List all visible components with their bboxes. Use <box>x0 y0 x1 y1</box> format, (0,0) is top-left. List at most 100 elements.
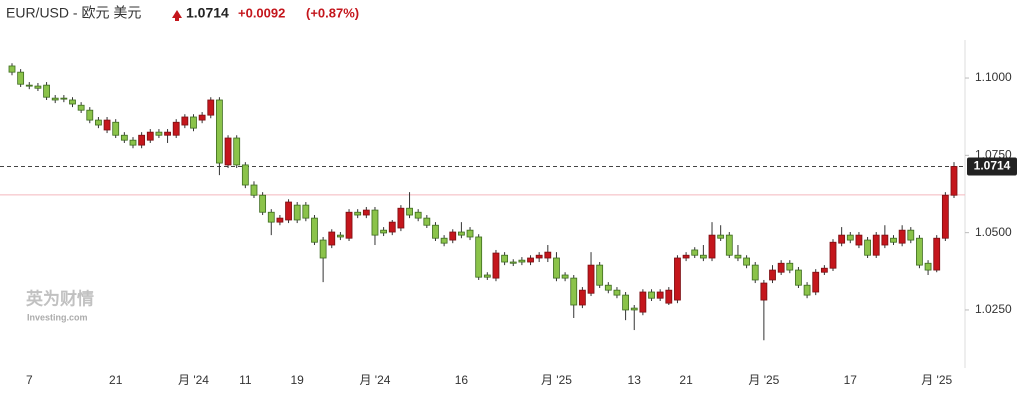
candle-body <box>769 269 776 281</box>
candle-body <box>743 257 750 266</box>
candle-body <box>51 97 59 101</box>
candle-body <box>501 254 509 263</box>
candle-body <box>691 249 699 256</box>
candle-body <box>241 164 249 186</box>
candle-body <box>457 231 465 236</box>
candle-body <box>570 277 578 306</box>
candle-body <box>380 229 388 234</box>
candle-body <box>907 229 915 241</box>
candle-body <box>34 85 42 89</box>
candle-body <box>95 119 102 126</box>
candle-body <box>43 84 50 98</box>
candle-body <box>267 211 275 223</box>
candle-body <box>648 291 655 299</box>
candle-body <box>682 254 690 259</box>
candle-body <box>397 207 405 229</box>
candle-body <box>285 201 292 221</box>
candle-body <box>112 121 120 136</box>
x-tick-label: 21 <box>109 373 123 387</box>
candle-body <box>224 137 232 166</box>
price-badge-label: 1.0714 <box>974 159 1011 173</box>
x-tick-label: 13 <box>628 373 642 387</box>
candle-body <box>509 261 517 264</box>
candle-body <box>639 291 647 313</box>
candle-body <box>483 274 491 278</box>
candle-body <box>466 229 474 238</box>
candle-body <box>829 241 837 269</box>
candle-body <box>146 131 154 141</box>
candle-body <box>812 271 820 293</box>
candle-body <box>950 166 958 196</box>
candle-body <box>674 257 681 301</box>
candle-body <box>587 264 595 294</box>
candle-body <box>77 104 85 111</box>
candle-body <box>86 109 94 121</box>
x-tick-label: 11 <box>239 373 252 387</box>
price-badge <box>967 157 1017 176</box>
x-tick-label: 21 <box>679 373 693 387</box>
candle-body <box>786 262 794 271</box>
price-change-percent: (+0.87%) <box>306 5 359 20</box>
candle-body <box>578 289 586 306</box>
x-tick-label: 7 <box>26 373 33 387</box>
candle-body <box>362 209 370 216</box>
candle-body <box>181 116 189 126</box>
candle-body <box>699 254 707 259</box>
candle-body <box>872 234 880 256</box>
candle-body <box>535 254 543 259</box>
candle-body <box>216 99 223 164</box>
x-tick-label: 月 '25 <box>921 373 952 387</box>
instrument-title: EUR/USD - 欧元 美元 <box>6 5 141 21</box>
candle-body <box>941 194 949 239</box>
x-tick-label: 19 <box>291 373 305 387</box>
candle-body <box>553 257 560 279</box>
candle-body <box>596 264 604 286</box>
candle-body <box>120 134 128 141</box>
candle-body <box>725 234 733 256</box>
candle-body <box>527 257 534 263</box>
candle-body <box>881 234 889 246</box>
candle-body <box>69 99 76 105</box>
watermark-sub: Investing.com <box>27 312 88 322</box>
candle-body <box>190 116 197 129</box>
candle-body <box>103 119 111 131</box>
candle-body <box>924 262 932 271</box>
x-tick-label: 16 <box>455 373 469 387</box>
x-tick-label: 17 <box>844 373 858 387</box>
candle-body <box>233 137 241 166</box>
candle-body <box>656 291 664 299</box>
candle-body <box>544 251 552 259</box>
candle-body <box>423 217 431 226</box>
x-tick-label: 月 '24 <box>359 373 390 387</box>
candle-body <box>864 239 871 256</box>
candle-body <box>613 289 621 296</box>
candle-body <box>207 99 215 116</box>
candle-body <box>622 294 629 311</box>
candle-body <box>293 204 301 221</box>
watermark: 英为财情 <box>26 288 94 308</box>
candle-body <box>561 274 569 279</box>
candle-body <box>432 224 439 239</box>
y-tick-label: 1.1000 <box>975 70 1012 84</box>
candle-body <box>665 289 673 304</box>
candle-body <box>414 211 422 219</box>
candle-body <box>60 97 68 100</box>
candle-body <box>328 231 336 246</box>
candle-body <box>777 262 785 273</box>
candle-body <box>172 121 180 136</box>
candle-body <box>717 234 725 239</box>
candle-body <box>916 237 923 266</box>
candle-body <box>846 234 854 241</box>
candle-body <box>475 236 483 278</box>
x-tick-label: 月 '25 <box>541 373 572 387</box>
candle-body <box>337 234 344 238</box>
candle-body <box>820 267 828 273</box>
candle-body <box>795 269 802 286</box>
price-change: +0.0092 <box>238 5 285 20</box>
candle-body <box>354 211 362 216</box>
candle-body <box>449 231 457 241</box>
candle-body <box>898 229 906 244</box>
y-tick-label: 1.0250 <box>975 302 1012 316</box>
